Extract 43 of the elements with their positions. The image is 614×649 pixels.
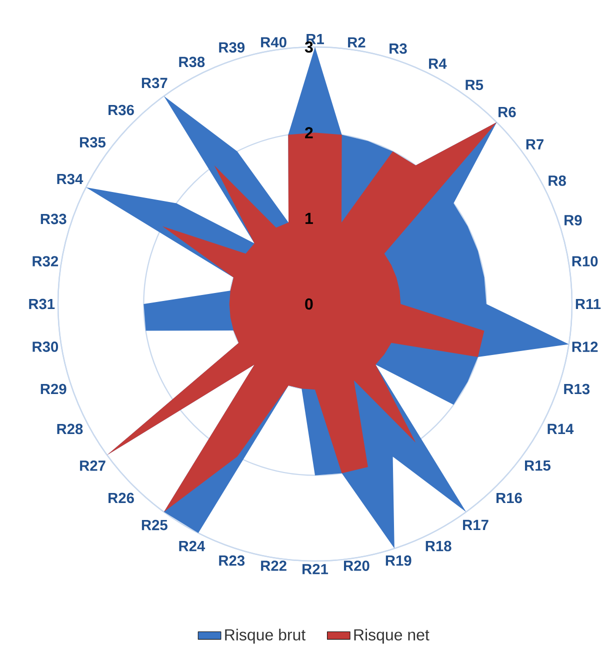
spoke-label: R5: [466, 80, 484, 90]
spoke-label: R16: [496, 492, 522, 504]
spoke-label: R29: [40, 384, 66, 394]
spoke-label: R34: [57, 174, 84, 184]
spoke-label: R2: [348, 37, 366, 48]
spoke-label: R38: [179, 56, 205, 68]
spoke-label: R4: [429, 58, 447, 69]
spoke-label: R14: [548, 424, 574, 434]
spoke-label: R7: [526, 139, 544, 150]
spoke-label: R19: [386, 555, 412, 566]
spoke-label: R8: [548, 175, 566, 186]
spoke-label: R17: [463, 520, 488, 530]
spoke-label: R27: [80, 460, 106, 471]
spoke-label: R23: [219, 555, 245, 566]
spoke-label: R18: [426, 540, 452, 552]
spoke-label: R10: [572, 256, 598, 266]
spoke-label: R11: [576, 298, 601, 310]
spoke-label: R30: [32, 342, 58, 352]
spoke-label: R24: [179, 540, 206, 552]
spoke-label: R21: [302, 564, 328, 574]
spoke-label: R3: [390, 43, 407, 54]
spoke-label: R20: [344, 560, 370, 571]
spoke-label: R12: [572, 342, 598, 352]
spoke-label: R26: [108, 492, 134, 504]
spoke-label: R36: [108, 104, 134, 116]
spoke-label: R6: [498, 106, 516, 118]
spoke-label: R22: [261, 560, 286, 571]
spoke-label: R13: [564, 384, 590, 394]
legend-label: Risque net: [354, 628, 430, 644]
y-tick-label: 1: [306, 212, 313, 224]
spoke-label: R40: [261, 37, 286, 48]
spoke-label: R39: [219, 42, 245, 53]
spoke-label: R35: [80, 137, 106, 148]
spoke-label: R9: [564, 215, 582, 226]
spoke-label: R31: [29, 298, 55, 310]
spoke-label: R25: [142, 520, 168, 530]
y-tick-label: 0: [305, 298, 313, 310]
spoke-label: R28: [57, 424, 83, 434]
spoke-label: R15: [525, 460, 550, 471]
spoke-label: R37: [142, 78, 168, 88]
spoke-label: R32: [32, 256, 58, 266]
legend-label: Risque brut: [225, 628, 306, 644]
spoke-label: R33: [40, 214, 66, 224]
